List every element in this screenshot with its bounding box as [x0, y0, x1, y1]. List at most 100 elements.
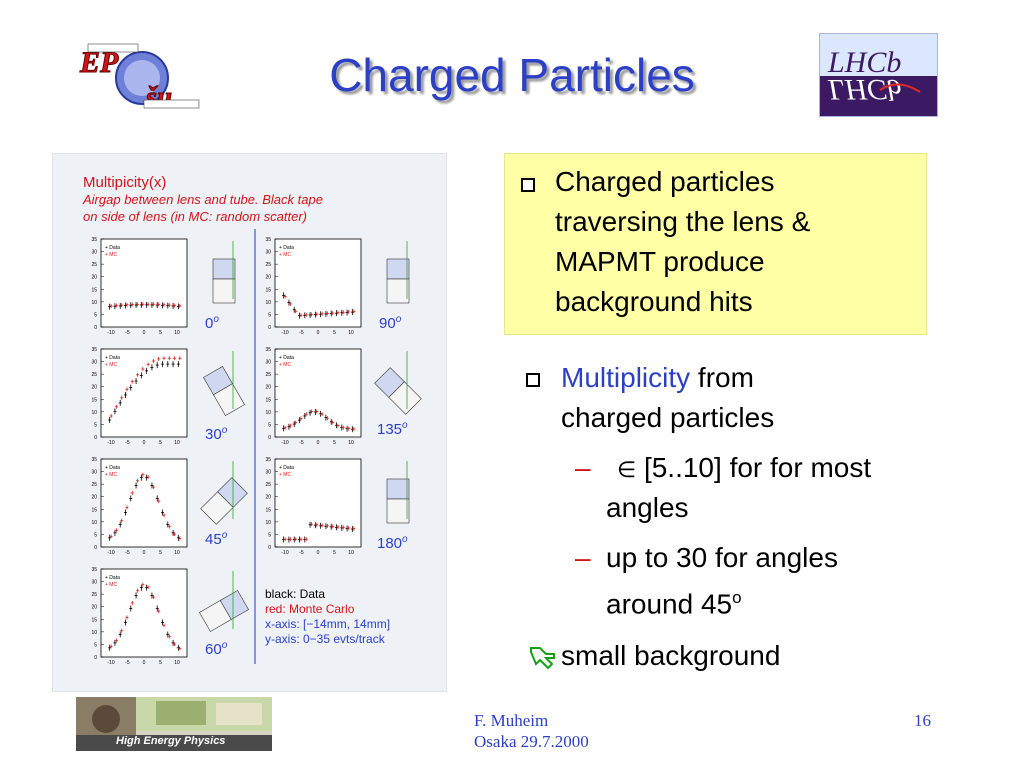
footer-author: F. Muheim	[474, 711, 549, 730]
callout-line-4: background hits	[555, 286, 753, 317]
detector-sketch	[386, 258, 410, 304]
angle-label-135: 135o	[377, 420, 408, 438]
y-tick-label: 30	[265, 470, 271, 476]
y-tick-label: 15	[91, 397, 97, 403]
detector-sketch	[374, 367, 422, 415]
legend-xaxis: x-axis: [−14mm, 14mm]	[265, 617, 391, 631]
lhcb-logo-text: LHCb	[827, 46, 901, 79]
y-tick-label: 5	[94, 422, 97, 428]
legend-mark: + MC	[105, 362, 117, 368]
y-tick-label: 0	[94, 655, 97, 661]
y-tick-label: 15	[265, 507, 271, 513]
x-tick-label: -5	[125, 330, 130, 336]
sub-bullet-range-line-2: angles	[606, 492, 689, 523]
y-tick-label: 25	[91, 372, 97, 378]
detector-sketch	[212, 258, 236, 304]
y-tick-label: 20	[91, 495, 97, 501]
y-tick-label: 5	[268, 312, 271, 318]
sub-bullet-range: ∈ [5..10] for for most	[617, 452, 872, 483]
legend-mark: + Data	[279, 355, 294, 361]
y-tick-label: 20	[265, 495, 271, 501]
y-tick-label: 5	[94, 532, 97, 538]
dash-bullet-icon: –	[575, 542, 591, 573]
footer-banner-image: High Energy Physics	[76, 697, 272, 751]
angle-label-90: 90o	[379, 314, 402, 332]
callout-line-2: traversing the lens &	[555, 206, 811, 237]
plot-frame	[100, 238, 188, 328]
y-tick-label: 10	[91, 300, 97, 306]
y-tick-label: 20	[265, 385, 271, 391]
callout-line-1: Charged particles	[555, 166, 775, 197]
callout-line-3: MAPMT produce	[555, 246, 765, 277]
callout-box: Charged particles traversing the lens & …	[504, 153, 927, 335]
angle-label-45: 45o	[205, 530, 228, 548]
angle-label-60: 60o	[205, 640, 228, 658]
square-bullet-icon	[521, 178, 535, 192]
y-tick-label: 35	[265, 237, 271, 243]
x-tick-label: 5	[159, 660, 162, 666]
legend-mark: + Data	[279, 465, 294, 471]
y-tick-label: 10	[265, 410, 271, 416]
multiplicity-figure: Multipicity(x) Airgap between lens and t…	[52, 153, 447, 692]
y-tick-label: 10	[265, 300, 271, 306]
x-tick-label: -5	[125, 660, 130, 666]
y-tick-label: 35	[265, 457, 271, 463]
x-tick-label: 5	[333, 550, 336, 556]
x-tick-label: -10	[107, 660, 114, 666]
footer-place-date: Osaka 29.7.2000	[474, 732, 589, 751]
y-tick-label: 35	[91, 457, 97, 463]
plot-frame	[100, 458, 188, 548]
dash-bullet-icon: –	[575, 452, 591, 483]
y-tick-label: 10	[91, 410, 97, 416]
legend-mark: + Data	[279, 245, 294, 251]
detector-sketch	[203, 366, 245, 416]
x-tick-label: 10	[348, 550, 354, 556]
x-tick-label: 5	[159, 330, 162, 336]
y-tick-label: 30	[91, 360, 97, 366]
legend-yaxis: y-axis: 0−35 evts/track	[265, 632, 385, 646]
sub-bullet-angles: up to 30 for angles	[606, 542, 838, 573]
page-number: 16	[914, 711, 931, 730]
y-tick-label: 25	[265, 262, 271, 268]
y-tick-label: 5	[268, 422, 271, 428]
legend-black: black: Data	[265, 587, 326, 601]
legend-mark: + MC	[279, 472, 291, 478]
y-tick-label: 15	[265, 397, 271, 403]
x-tick-label: -5	[299, 440, 304, 446]
angle-label-0: 0o	[205, 314, 219, 332]
y-tick-label: 5	[268, 532, 271, 538]
sub-bullet-angles-line-2: around 45o	[606, 588, 742, 620]
pointer-hand-icon	[528, 644, 558, 677]
x-tick-label: -5	[125, 550, 130, 556]
x-tick-label: -10	[281, 440, 288, 446]
y-tick-label: 20	[91, 605, 97, 611]
bullet-small-background: small background	[561, 640, 781, 671]
plot-frame	[274, 458, 362, 548]
x-tick-label: 5	[159, 550, 162, 556]
y-tick-label: 0	[268, 435, 271, 441]
y-tick-label: 0	[94, 545, 97, 551]
y-tick-label: 35	[91, 567, 97, 573]
x-tick-label: -5	[299, 330, 304, 336]
detector-sketch	[386, 478, 410, 524]
y-tick-label: 35	[91, 237, 97, 243]
y-tick-label: 20	[91, 385, 97, 391]
angle-label-180: 180o	[377, 534, 408, 552]
y-tick-label: 0	[94, 435, 97, 441]
svg-text:LHCb: LHCb	[827, 73, 901, 106]
plot-frame	[274, 348, 362, 438]
y-tick-label: 35	[265, 347, 271, 353]
y-tick-label: 30	[265, 360, 271, 366]
x-tick-label: -10	[107, 440, 114, 446]
x-tick-label: 0	[143, 550, 146, 556]
multiplicity-highlight: Multiplicity	[561, 362, 691, 393]
square-bullet-icon	[526, 373, 540, 387]
y-tick-label: 20	[265, 275, 271, 281]
y-tick-label: 25	[91, 262, 97, 268]
y-tick-label: 20	[91, 275, 97, 281]
x-tick-label: 10	[174, 440, 180, 446]
legend-mark: + MC	[105, 472, 117, 478]
y-tick-label: 0	[268, 545, 271, 551]
y-tick-label: 10	[91, 520, 97, 526]
